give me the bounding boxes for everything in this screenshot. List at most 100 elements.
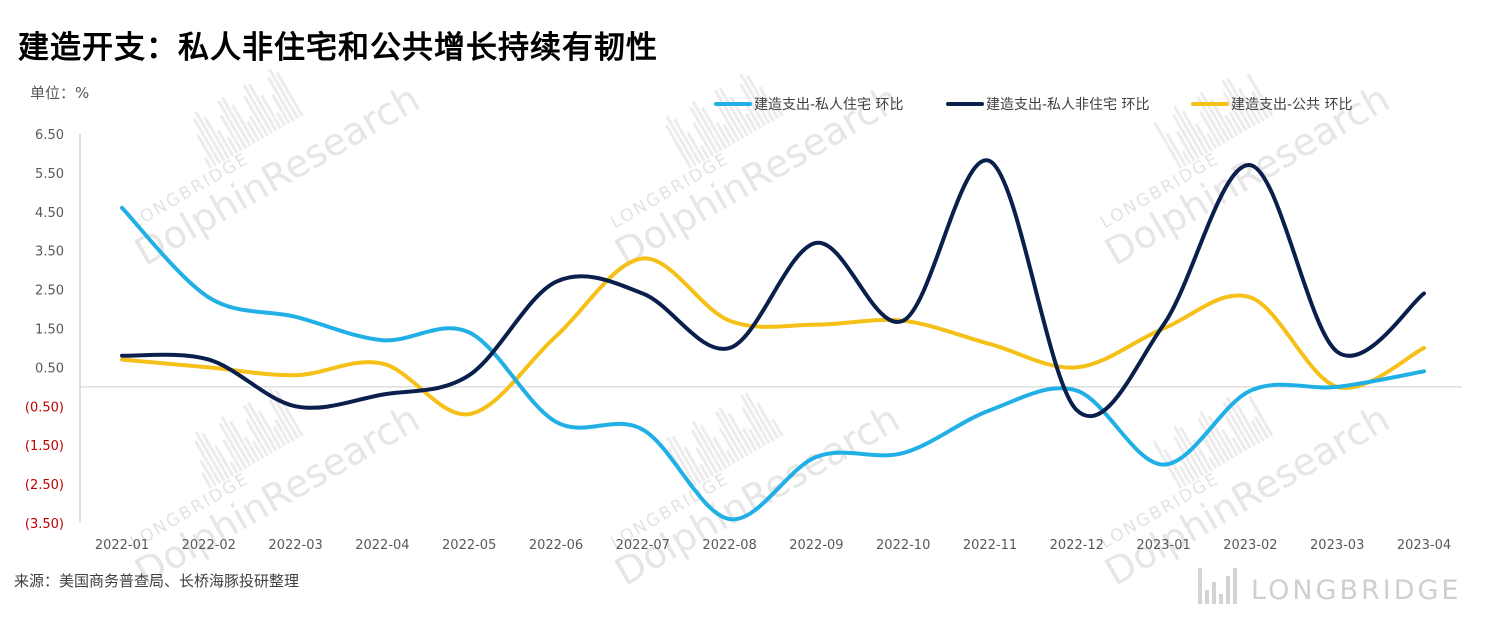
watermark-bar	[1209, 98, 1235, 140]
series-line-3	[120, 256, 1426, 417]
watermark-bar	[1235, 403, 1261, 445]
unit-label: 单位：%	[30, 84, 90, 102]
watermark-bar	[727, 412, 754, 455]
x-tick-label: 2022-11	[963, 538, 1017, 553]
watermark-bar	[713, 89, 745, 140]
watermark-bar	[229, 461, 239, 475]
watermark-bar	[739, 394, 771, 445]
watermark-product: DolphinResearch	[128, 396, 427, 594]
series-layer	[120, 158, 1426, 522]
watermark-bar	[683, 446, 706, 482]
y-tick-label: 1.50	[35, 323, 64, 338]
x-tick-label: 2022-02	[182, 538, 236, 553]
watermark-bar	[229, 421, 256, 465]
watermark-bar	[1221, 79, 1252, 130]
brand-bars-icon	[1198, 568, 1237, 604]
watermark-bar	[1192, 438, 1213, 472]
watermark-bar	[196, 133, 217, 167]
watermark-bar	[246, 401, 278, 452]
watermark-bar	[1246, 72, 1274, 117]
watermark-bar	[217, 99, 248, 150]
watermark-bar	[1228, 111, 1244, 135]
brand-name: LONGBRIDGE	[1251, 575, 1462, 606]
x-tick-label: 2022-06	[529, 538, 583, 553]
watermark-bar	[746, 75, 775, 122]
y-tick-label: (2.50)	[25, 478, 64, 493]
y-tick-label: (3.50)	[25, 517, 64, 532]
x-tick-label: 2022-03	[268, 538, 322, 553]
watermark-bar	[1222, 400, 1252, 450]
watermark-bar	[1165, 133, 1187, 167]
watermark-bar	[664, 124, 693, 170]
watermark-bar	[673, 118, 702, 165]
watermark-bar	[722, 123, 736, 145]
watermark-bar	[1224, 114, 1239, 137]
watermark-bar	[268, 399, 295, 442]
watermark-bar	[203, 157, 213, 170]
x-tick-label: 2023-02	[1223, 538, 1277, 553]
y-tick-label: 3.50	[35, 245, 64, 260]
watermark-bar	[267, 76, 295, 122]
watermark-bar	[715, 121, 732, 147]
watermark-bar	[744, 392, 775, 442]
watermark-bar	[1178, 455, 1196, 482]
watermark-bar	[246, 121, 261, 142]
watermark-bar	[1194, 123, 1213, 152]
watermark-product: DolphinResearch	[608, 396, 907, 594]
watermark-bar	[1201, 434, 1222, 467]
watermark-bar	[718, 406, 749, 457]
watermark-product: DolphinResearch	[1098, 396, 1397, 594]
watermark-bar	[201, 432, 230, 480]
watermark-bar	[741, 407, 767, 447]
watermark-bar	[1208, 456, 1218, 470]
watermark-bar	[245, 418, 269, 457]
watermark-bar	[1179, 426, 1209, 475]
watermark-bar	[243, 435, 261, 462]
watermark-bar	[1206, 132, 1218, 150]
x-tick-label: 2022-09	[789, 538, 843, 553]
watermark-bar	[271, 94, 291, 125]
y-tick-label: (0.50)	[25, 400, 64, 415]
watermark-bar	[739, 83, 767, 127]
grid-layer	[79, 134, 1462, 523]
watermark-bar	[200, 472, 213, 490]
y-tick-label: 6.50	[35, 128, 64, 143]
watermark-bar	[718, 87, 749, 137]
watermark-product: DolphinResearch	[128, 76, 427, 274]
watermark-bar	[671, 435, 702, 485]
watermark-bar	[1251, 90, 1270, 120]
x-tick-label: 2023-04	[1397, 538, 1451, 553]
watermark-bar	[1231, 437, 1244, 455]
watermark-bar	[758, 86, 780, 120]
watermark-bar	[718, 427, 741, 462]
watermark-bar	[1226, 78, 1257, 127]
watermark-bar	[220, 415, 252, 467]
watermark-bar	[1199, 410, 1231, 462]
watermark-bar	[691, 420, 723, 472]
watermark-bar	[243, 95, 269, 137]
watermark-bar	[1224, 415, 1248, 452]
watermark-bar	[194, 440, 222, 485]
watermark-bar	[748, 428, 762, 450]
watermark-bar	[1153, 121, 1183, 170]
x-tick-label: 2022-01	[95, 538, 149, 553]
watermark-bar	[226, 136, 239, 155]
watermark-bar	[745, 103, 762, 130]
watermark-bar	[272, 426, 287, 447]
y-tick-label: 5.50	[35, 167, 64, 182]
source-note: 来源：美国商务普查局、长桥海豚投研整理	[14, 572, 300, 590]
watermark-bar	[220, 96, 252, 147]
watermark-bar	[699, 463, 710, 480]
tick-layer: 6.50 5.50 4.50 3.50 2.50 1.50 0.50 (0.50) (1.50)…	[25, 128, 1451, 553]
watermark-bar	[243, 404, 274, 455]
y-tick-label: 2.50	[35, 284, 64, 299]
watermark-bar	[1181, 110, 1209, 155]
chart-title: 建造开支：私人非住宅和公共增长持续有韧性	[18, 30, 658, 66]
watermark-bar	[725, 449, 736, 465]
